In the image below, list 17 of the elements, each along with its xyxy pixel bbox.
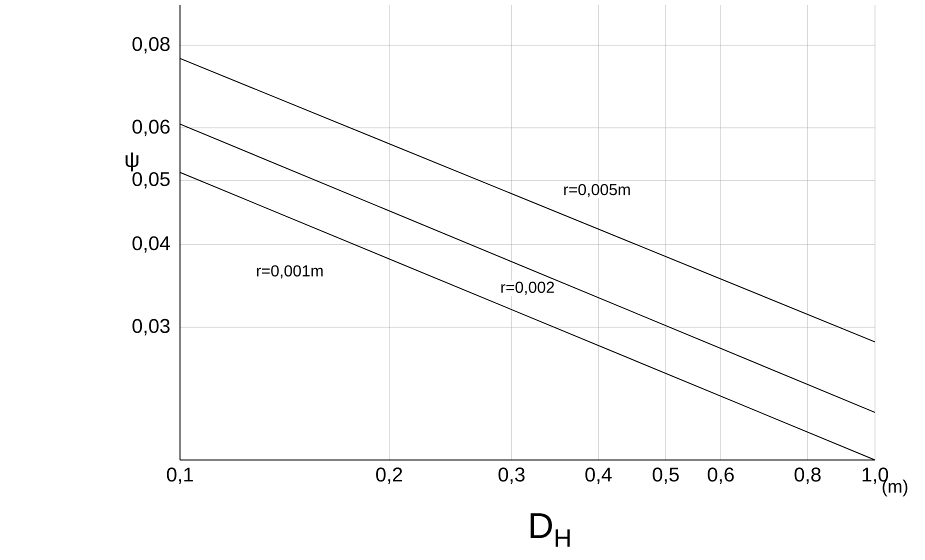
- y-axis-title: ψ: [126, 152, 138, 172]
- series-label: r=0,002: [501, 282, 554, 295]
- y-tick-label: 0,06: [132, 120, 170, 136]
- x-tick-label: 0,6: [708, 468, 734, 484]
- y-tick-label: 0,03: [132, 318, 170, 336]
- x-tick-label: 0,3: [498, 468, 525, 484]
- x-tick-label: 0,4: [585, 468, 612, 484]
- x-tick-label: 0,1: [166, 468, 193, 484]
- x-tick-label: 0,5: [652, 468, 679, 484]
- x-axis-title: D$_{H}$: [530, 513, 570, 547]
- x-tick-label: 0,8: [794, 468, 821, 484]
- y-tick-label: 0,05: [132, 172, 170, 189]
- x-tick-label: 0,2: [376, 468, 402, 484]
- y-tick-label: 0,04: [132, 236, 170, 253]
- series-label: r=0,001m: [256, 265, 323, 278]
- y-tick-label: 0,08: [132, 36, 170, 54]
- series-label: r=0,005m: [564, 184, 630, 198]
